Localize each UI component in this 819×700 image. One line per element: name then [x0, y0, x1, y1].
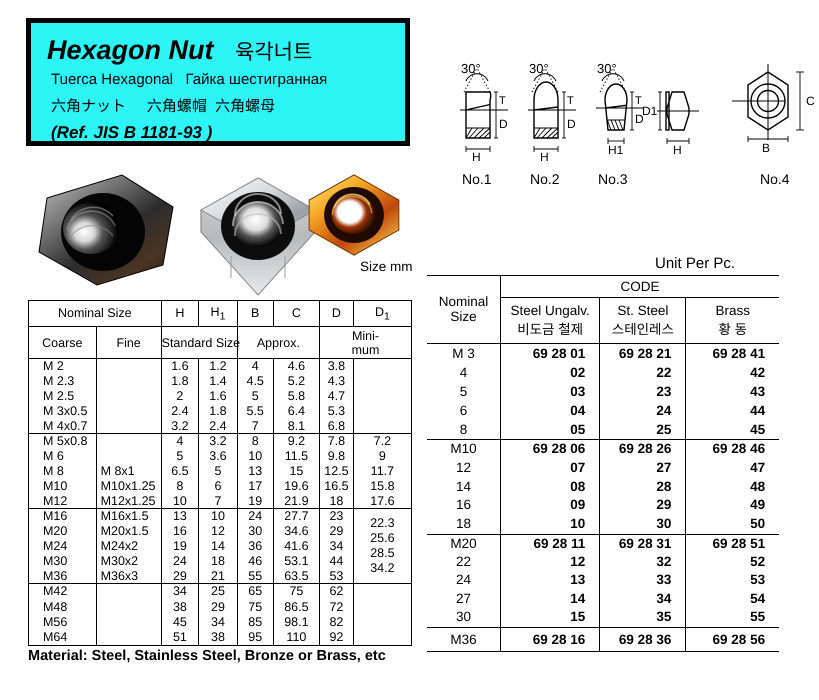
svg-text:No.1: No.1 [462, 171, 492, 187]
svg-text:No.2: No.2 [530, 171, 560, 187]
svg-text:H: H [540, 150, 549, 164]
svg-text:H1: H1 [608, 143, 624, 157]
svg-text:T: T [635, 95, 642, 107]
svg-text:D1: D1 [642, 104, 658, 118]
svg-text:H: H [472, 150, 481, 164]
svg-text:H: H [673, 143, 682, 157]
svg-text:C: C [806, 94, 815, 108]
svg-text:T: T [567, 95, 574, 107]
svg-text:No.4: No.4 [760, 171, 790, 187]
svg-text:No.3: No.3 [598, 171, 628, 187]
svg-text:30°: 30° [597, 61, 617, 76]
svg-text:D: D [499, 117, 508, 131]
svg-text:30°: 30° [461, 61, 481, 76]
svg-text:D: D [567, 117, 576, 131]
svg-text:T: T [499, 95, 506, 107]
svg-text:30°: 30° [529, 61, 549, 76]
svg-text:B: B [762, 141, 770, 155]
